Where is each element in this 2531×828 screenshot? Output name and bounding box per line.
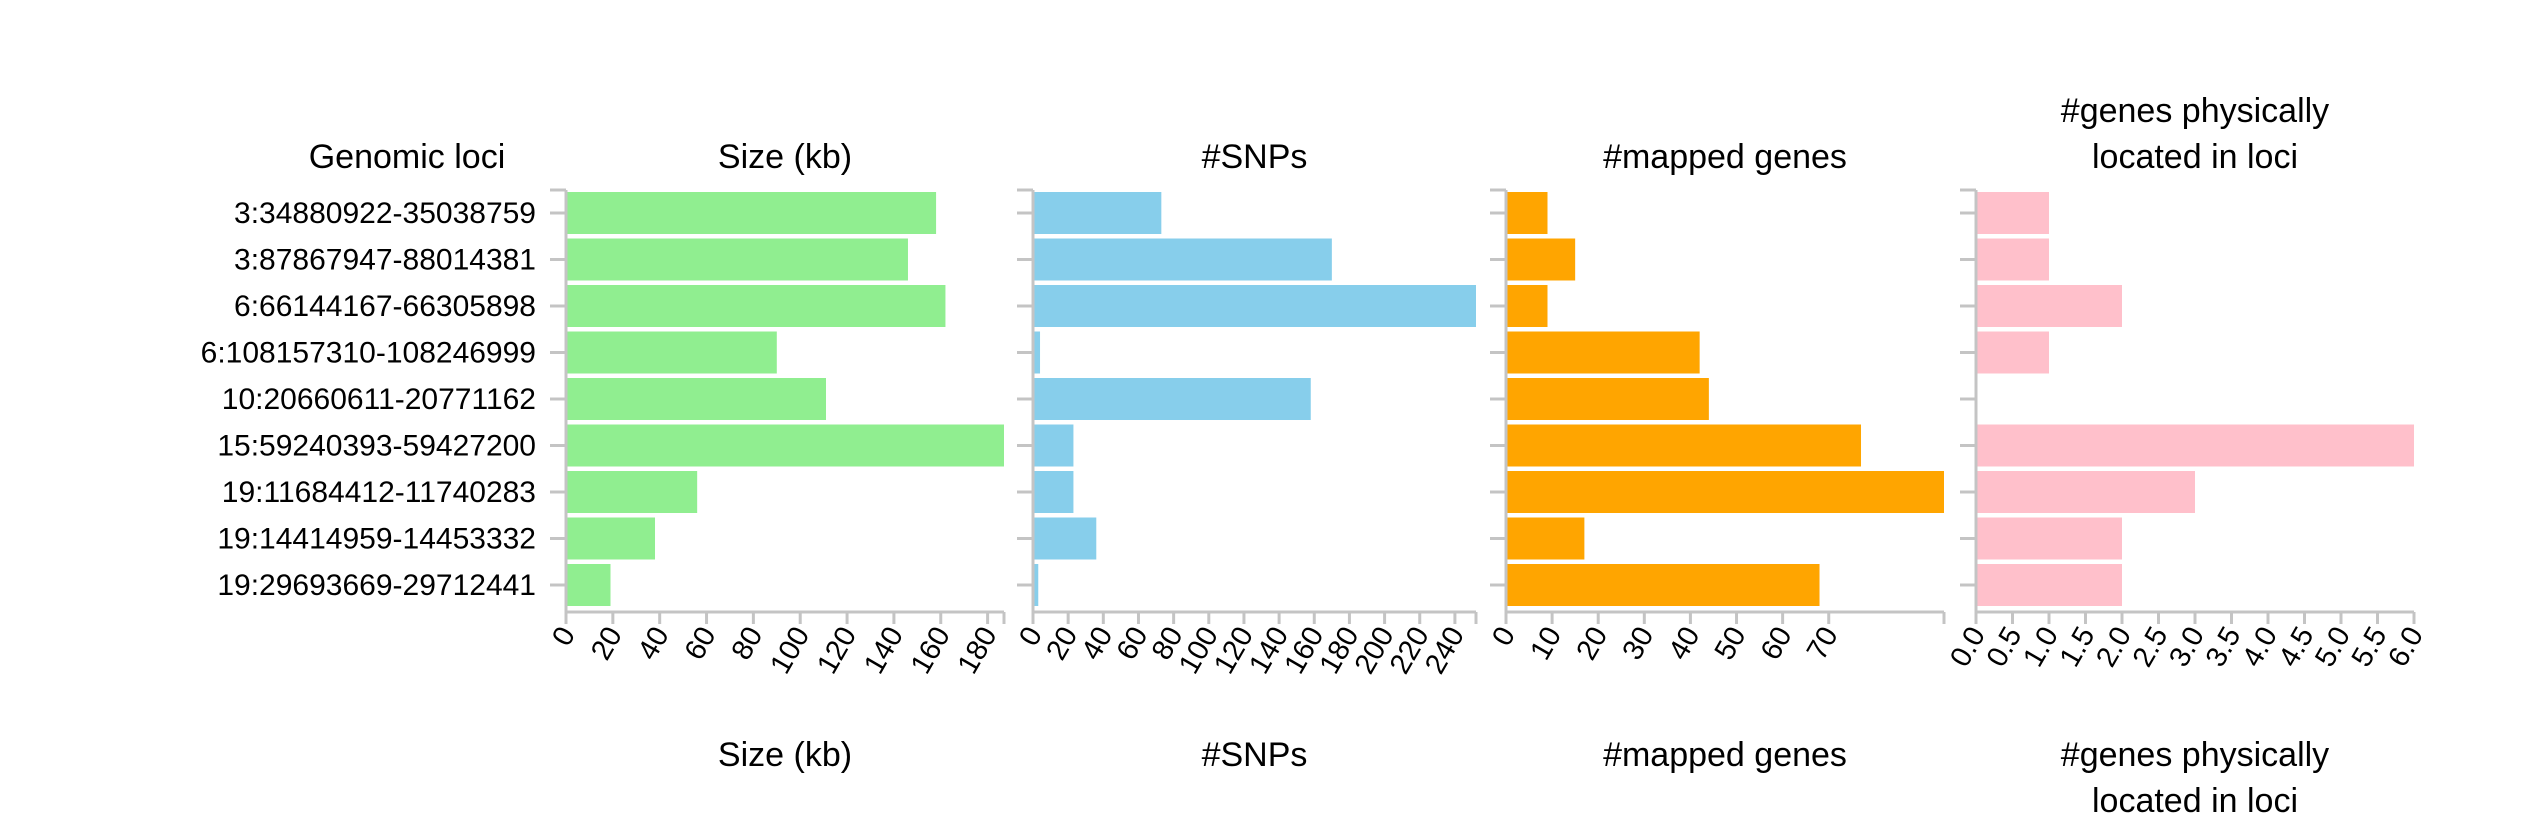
x-tick-label: 20 (1570, 622, 1614, 666)
bar (1033, 517, 1097, 560)
x-tick-label: 30 (1617, 622, 1661, 666)
bar (1506, 192, 1548, 234)
bar (566, 378, 826, 420)
bar (566, 331, 777, 374)
x-tick-label: 100 (764, 622, 816, 680)
x-tick-label: 0 (1486, 622, 1522, 652)
bar (1033, 378, 1311, 420)
x-tick-label: 140 (858, 622, 910, 680)
x-tick-label: 60 (679, 622, 723, 666)
bar (1033, 285, 1476, 327)
x-tick-label: 1.5 (2054, 622, 2102, 673)
bar (1506, 517, 1585, 560)
x-tick-label: 2.0 (2090, 622, 2138, 673)
x-tick-label: 40 (1663, 622, 1707, 666)
locus-label: 19:14414959-14453332 (217, 523, 536, 556)
bar (1033, 192, 1162, 234)
x-tick-label: 180 (952, 622, 1004, 680)
locus-label: 15:59240393-59427200 (217, 430, 536, 463)
x-tick-label: 2.5 (2127, 622, 2175, 673)
locus-label: 19:11684412-11740283 (222, 476, 536, 509)
bar (566, 192, 937, 234)
locus-label: 6:108157310-108246999 (201, 337, 536, 370)
bar (566, 471, 698, 513)
x-tick-label: 120 (811, 622, 863, 680)
bar (1976, 471, 2195, 513)
panel-title: #mapped genes (1603, 138, 1847, 176)
bar (1506, 424, 1862, 467)
panel-title: #genes physically (2061, 92, 2329, 130)
x-axis-title: #SNPs (1202, 736, 1308, 774)
bar (1976, 192, 2049, 234)
x-tick-label: 240 (1419, 622, 1471, 680)
x-tick-label: 50 (1709, 622, 1753, 666)
locus-label: 6:66144167-66305898 (234, 290, 536, 323)
locus-label: 19:29693669-29712441 (217, 569, 536, 602)
x-tick-label: 160 (905, 622, 957, 680)
x-tick-label: 80 (726, 622, 770, 666)
bar (566, 285, 946, 327)
bar (1976, 285, 2122, 327)
x-tick-label: 5.0 (2309, 622, 2357, 673)
x-tick-label: 3.0 (2163, 622, 2211, 673)
bar (1506, 285, 1548, 327)
x-tick-label: 40 (1076, 622, 1120, 666)
row-header: Genomic loci (309, 138, 506, 176)
x-tick-label: 1.0 (2017, 622, 2065, 673)
panel-title: located in loci (2092, 138, 2298, 176)
bar (1506, 564, 1820, 606)
x-tick-label: 20 (1040, 622, 1084, 666)
x-tick-label: 5.5 (2346, 622, 2394, 673)
x-axis-title: located in loci (2092, 782, 2298, 820)
x-tick-label: 0 (546, 622, 582, 652)
locus-label: 10:20660611-20771162 (222, 383, 536, 416)
x-tick-label: 60 (1111, 622, 1155, 666)
x-tick-label: 4.0 (2236, 622, 2284, 673)
x-axis-title: #genes physically (2061, 736, 2329, 774)
panel-title: #SNPs (1202, 138, 1308, 176)
bar (1506, 331, 1700, 374)
x-tick-label: 60 (1755, 622, 1799, 666)
panel-2: #SNPs020406080100120140160180200220240#S… (1013, 138, 1478, 774)
bar (1033, 424, 1074, 467)
bar (1976, 517, 2122, 560)
x-tick-label: 4.5 (2273, 622, 2321, 673)
panel-title: Size (kb) (718, 138, 852, 176)
bar (1033, 471, 1074, 513)
row-labels: 3:34880922-35038759 3:87867947-88014381 6:… (201, 197, 536, 602)
panel-3: #mapped genes 0 10 20 30 40 50 60 70 #mapped gene… (1486, 138, 1946, 774)
x-axis-title: #mapped genes (1603, 736, 1847, 774)
bar (1033, 238, 1332, 281)
x-tick-label: 3.5 (2200, 622, 2248, 673)
bar (566, 238, 908, 281)
bar (1976, 564, 2122, 606)
bar (1976, 424, 2414, 467)
bar (1506, 378, 1709, 420)
x-tick-label: 0.0 (1944, 622, 1992, 673)
x-tick-label: 6.0 (2382, 622, 2430, 673)
x-tick-label: 40 (632, 622, 676, 666)
bar (1976, 331, 2049, 374)
bar (1506, 471, 1944, 513)
bar (566, 517, 656, 560)
bar (1506, 238, 1576, 281)
bar (1033, 331, 1041, 374)
x-tick-label: 70 (1801, 622, 1845, 666)
bar (566, 564, 611, 606)
bar (566, 424, 1004, 467)
x-axis-title: Size (kb) (718, 736, 852, 774)
x-tick-label: 10 (1524, 622, 1568, 666)
x-tick-label: 20 (585, 622, 629, 666)
locus-label: 3:34880922-35038759 (234, 197, 536, 230)
bar (1976, 238, 2049, 281)
locus-label: 3:87867947-88014381 (234, 244, 536, 277)
bar (1033, 564, 1039, 606)
x-tick-label: 0.5 (1981, 622, 2029, 673)
